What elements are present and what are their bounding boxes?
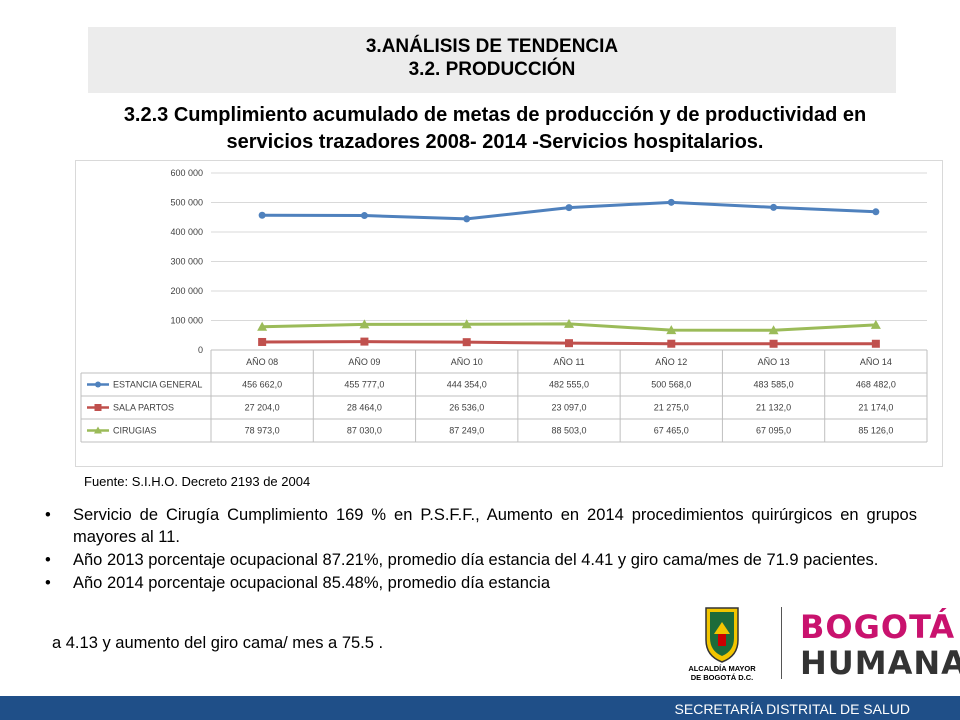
bullet-item: • Año 2013 porcentaje ocupacional 87.21%…	[45, 549, 917, 571]
bullet-continuation: a 4.13 y aumento del giro cama/ mes a 75…	[52, 634, 384, 652]
data-point	[667, 339, 676, 348]
data-point	[769, 339, 778, 348]
data-point	[872, 208, 880, 216]
x-tick-label: AÑO 09	[348, 357, 380, 367]
logo-divider	[781, 607, 782, 679]
y-tick-label: 300 000	[170, 257, 203, 267]
chart-heading: 3.2.3 Cumplimiento acumulado de metas de…	[40, 102, 950, 156]
x-tick-label: AÑO 08	[246, 357, 278, 367]
footer-text: SECRETARÍA DISTRITAL DE SALUD	[674, 701, 910, 717]
data-point	[257, 321, 268, 331]
data-label: 26 536,0	[449, 403, 484, 413]
legend-label: ESTANCIA GENERAL	[113, 380, 202, 390]
section-subtitle: 3.2. PRODUCCIÓN	[408, 59, 576, 80]
data-point	[565, 339, 573, 348]
coat-of-arms-icon	[705, 607, 739, 663]
data-point	[258, 211, 266, 219]
source-note: Fuente: S.I.H.O. Decreto 2193 de 2004	[84, 474, 311, 489]
bogota-logo-line2: HUMANA	[800, 644, 960, 682]
bullet-text: Año 2013 porcentaje ocupacional 87.21%, …	[73, 551, 879, 569]
bogota-logo-line1: BOGOTÁ	[800, 608, 956, 646]
bullet-item: • Servicio de Cirugía Cumplimiento 169 %…	[45, 504, 917, 548]
data-label: 456 662,0	[242, 380, 282, 390]
data-label: 85 126,0	[858, 426, 893, 436]
data-point	[463, 215, 471, 223]
alcaldia-line1: ALCALDÍA MAYOR	[688, 664, 756, 673]
data-label: 67 095,0	[756, 426, 791, 436]
legend-marker	[94, 426, 102, 434]
data-point	[667, 198, 675, 206]
data-label: 482 555,0	[549, 380, 589, 390]
data-label: 78 973,0	[245, 426, 280, 436]
legend-marker	[94, 404, 102, 411]
bullet-symbol: •	[45, 574, 51, 592]
data-point	[666, 325, 677, 335]
y-tick-label: 200 000	[170, 286, 203, 296]
x-tick-label: AÑO 13	[758, 357, 790, 367]
y-tick-label: 400 000	[170, 227, 203, 237]
x-tick-label: AÑO 12	[655, 357, 687, 367]
legend-label: SALA PARTOS	[113, 403, 174, 413]
data-label: 483 585,0	[754, 380, 794, 390]
alcaldia-logo: ALCALDÍA MAYOR DE BOGOTÁ D.C.	[684, 604, 760, 686]
chart-heading-line1: 3.2.3 Cumplimiento acumulado de metas de…	[123, 104, 867, 126]
data-label: 500 568,0	[651, 380, 691, 390]
data-label: 67 465,0	[654, 426, 689, 436]
x-tick-label: AÑO 11	[553, 357, 584, 367]
data-point	[768, 325, 779, 335]
bullet-text: Servicio de Cirugía Cumplimiento 169 % e…	[73, 506, 917, 546]
data-label: 444 354,0	[447, 380, 487, 390]
footer-bar: SECRETARÍA DISTRITAL DE SALUD	[0, 696, 960, 720]
data-point	[770, 203, 778, 211]
data-point	[870, 319, 881, 329]
section-title: 3.ANÁLISIS DE TENDENCIA	[365, 36, 619, 57]
x-tick-label: AÑO 10	[451, 357, 483, 367]
bullet-symbol: •	[45, 506, 51, 524]
y-tick-label: 0	[198, 345, 203, 355]
y-tick-label: 500 000	[170, 198, 203, 208]
data-label: 88 503,0	[551, 426, 586, 436]
data-label: 28 464,0	[347, 403, 382, 413]
bullet-list: • Servicio de Cirugía Cumplimiento 169 %…	[45, 504, 917, 595]
data-label: 23 097,0	[551, 403, 586, 413]
data-label: 21 132,0	[756, 403, 791, 413]
data-label: 27 204,0	[245, 403, 280, 413]
data-point	[462, 338, 471, 347]
bullet-text: Año 2014 porcentaje ocupacional 85.48%, …	[73, 574, 551, 592]
bullet-symbol: •	[45, 551, 51, 569]
legend-marker	[95, 381, 101, 388]
alcaldia-line2: DE BOGOTÁ D.C.	[690, 673, 754, 682]
data-point	[565, 204, 573, 212]
bogota-humana-logo: BOGOTÁ HUMANA	[800, 608, 960, 684]
data-point	[258, 337, 267, 346]
data-label: 21 174,0	[858, 403, 893, 413]
x-tick-label: AÑO 14	[860, 357, 892, 367]
data-point	[359, 319, 370, 329]
bullet-item: • Año 2014 porcentaje ocupacional 85.48%…	[45, 572, 698, 594]
data-label: 87 030,0	[347, 426, 382, 436]
data-point	[461, 319, 472, 329]
data-label: 87 249,0	[449, 426, 484, 436]
data-label: 21 275,0	[654, 403, 689, 413]
data-point	[360, 212, 368, 220]
section-header: 3.ANÁLISIS DE TENDENCIA 3.2. PRODUCCIÓN	[88, 27, 896, 93]
chart-frame: 0 100 000 200 000 300 000 400 000 500 000 600 …	[75, 160, 943, 467]
data-label: 468 482,0	[856, 380, 896, 390]
data-point	[360, 337, 369, 346]
data-point	[564, 318, 574, 328]
y-tick-label: 100 000	[170, 316, 203, 326]
chart-heading-line2: servicios trazadores 2008- 2014 -Servici…	[226, 131, 764, 153]
data-point	[871, 339, 880, 348]
legend-label: CIRUGIAS	[113, 426, 157, 436]
line-chart: 0 100 000 200 000 300 000 400 000 500 000 600 …	[80, 168, 928, 443]
data-label: 455 777,0	[344, 380, 384, 390]
y-tick-label: 600 000	[170, 168, 203, 178]
